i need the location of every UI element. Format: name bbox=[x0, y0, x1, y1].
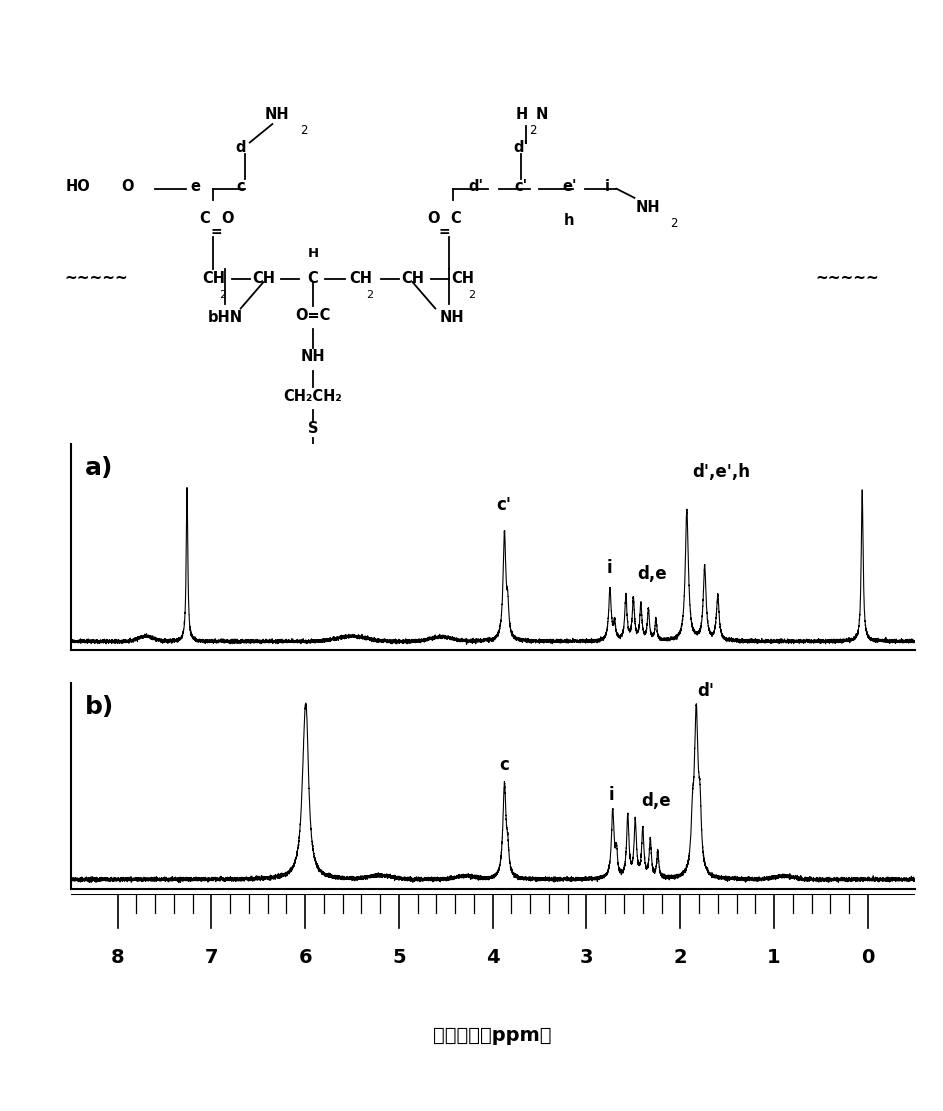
Text: H: H bbox=[307, 247, 319, 260]
Text: b): b) bbox=[85, 694, 114, 719]
Text: CH: CH bbox=[451, 271, 474, 286]
Text: CH: CH bbox=[350, 271, 372, 286]
Text: 8: 8 bbox=[110, 948, 124, 968]
Text: i: i bbox=[604, 179, 610, 193]
Text: 3: 3 bbox=[580, 948, 593, 968]
Text: 2: 2 bbox=[673, 948, 687, 968]
Text: c: c bbox=[499, 755, 509, 773]
Text: 5: 5 bbox=[392, 948, 405, 968]
Text: 2: 2 bbox=[367, 290, 373, 300]
Text: 0: 0 bbox=[861, 948, 874, 968]
Text: 2: 2 bbox=[670, 217, 678, 230]
Text: C: C bbox=[451, 211, 461, 227]
Text: C: C bbox=[199, 211, 209, 227]
Text: c: c bbox=[237, 179, 245, 193]
Text: S: S bbox=[307, 421, 319, 436]
Text: O: O bbox=[122, 179, 134, 193]
Text: CH: CH bbox=[202, 271, 225, 286]
Text: c': c' bbox=[515, 179, 528, 193]
Text: bHN: bHN bbox=[207, 310, 243, 326]
Text: d: d bbox=[236, 140, 246, 154]
Text: NH: NH bbox=[265, 108, 290, 122]
Text: CH: CH bbox=[401, 271, 424, 286]
Text: e': e' bbox=[562, 179, 576, 193]
Text: N: N bbox=[536, 108, 548, 122]
Text: 化学位移（ppm）: 化学位移（ppm） bbox=[434, 1027, 552, 1045]
Text: ~~~~~: ~~~~~ bbox=[278, 474, 348, 492]
Text: O: O bbox=[221, 211, 233, 227]
Text: CH: CH bbox=[252, 271, 274, 286]
Text: i: i bbox=[609, 785, 615, 803]
Text: O=C: O=C bbox=[295, 308, 331, 323]
Text: 7: 7 bbox=[205, 948, 218, 968]
Text: d',e',h: d',e',h bbox=[692, 463, 751, 481]
Text: H: H bbox=[515, 108, 527, 122]
Text: NH: NH bbox=[636, 200, 660, 214]
Text: 2: 2 bbox=[219, 290, 226, 300]
Text: i: i bbox=[606, 559, 612, 577]
Text: 6: 6 bbox=[298, 948, 312, 968]
Text: d,e: d,e bbox=[641, 792, 670, 810]
Text: C: C bbox=[307, 271, 319, 286]
Text: e: e bbox=[190, 179, 201, 193]
Text: S: S bbox=[307, 447, 319, 461]
Text: 1: 1 bbox=[768, 948, 781, 968]
Text: O: O bbox=[427, 211, 439, 227]
Text: ~~~~~~~~~~~~~~~~~~~~~~~~~: ~~~~~~~~~~~~~~~~~~~~~~~~~ bbox=[99, 497, 418, 512]
Text: 2: 2 bbox=[529, 124, 537, 138]
Text: d': d' bbox=[514, 140, 529, 154]
Text: d,e: d,e bbox=[637, 565, 667, 583]
Text: d': d' bbox=[469, 179, 484, 193]
Text: NH: NH bbox=[439, 310, 464, 326]
Text: c': c' bbox=[496, 497, 511, 514]
Text: a): a) bbox=[85, 456, 113, 480]
Text: 2: 2 bbox=[468, 290, 475, 300]
Text: 4: 4 bbox=[486, 948, 500, 968]
Text: 2: 2 bbox=[300, 124, 307, 138]
Text: ~~~~~: ~~~~~ bbox=[64, 271, 127, 286]
Text: CH₂CH₂: CH₂CH₂ bbox=[284, 389, 342, 403]
Text: =: = bbox=[210, 226, 222, 240]
Text: d': d' bbox=[697, 682, 714, 700]
Text: h: h bbox=[564, 213, 574, 229]
Text: ~~~~~: ~~~~~ bbox=[816, 271, 879, 286]
Text: NH: NH bbox=[301, 349, 325, 364]
Text: HO: HO bbox=[65, 179, 91, 193]
Text: =: = bbox=[438, 226, 450, 240]
